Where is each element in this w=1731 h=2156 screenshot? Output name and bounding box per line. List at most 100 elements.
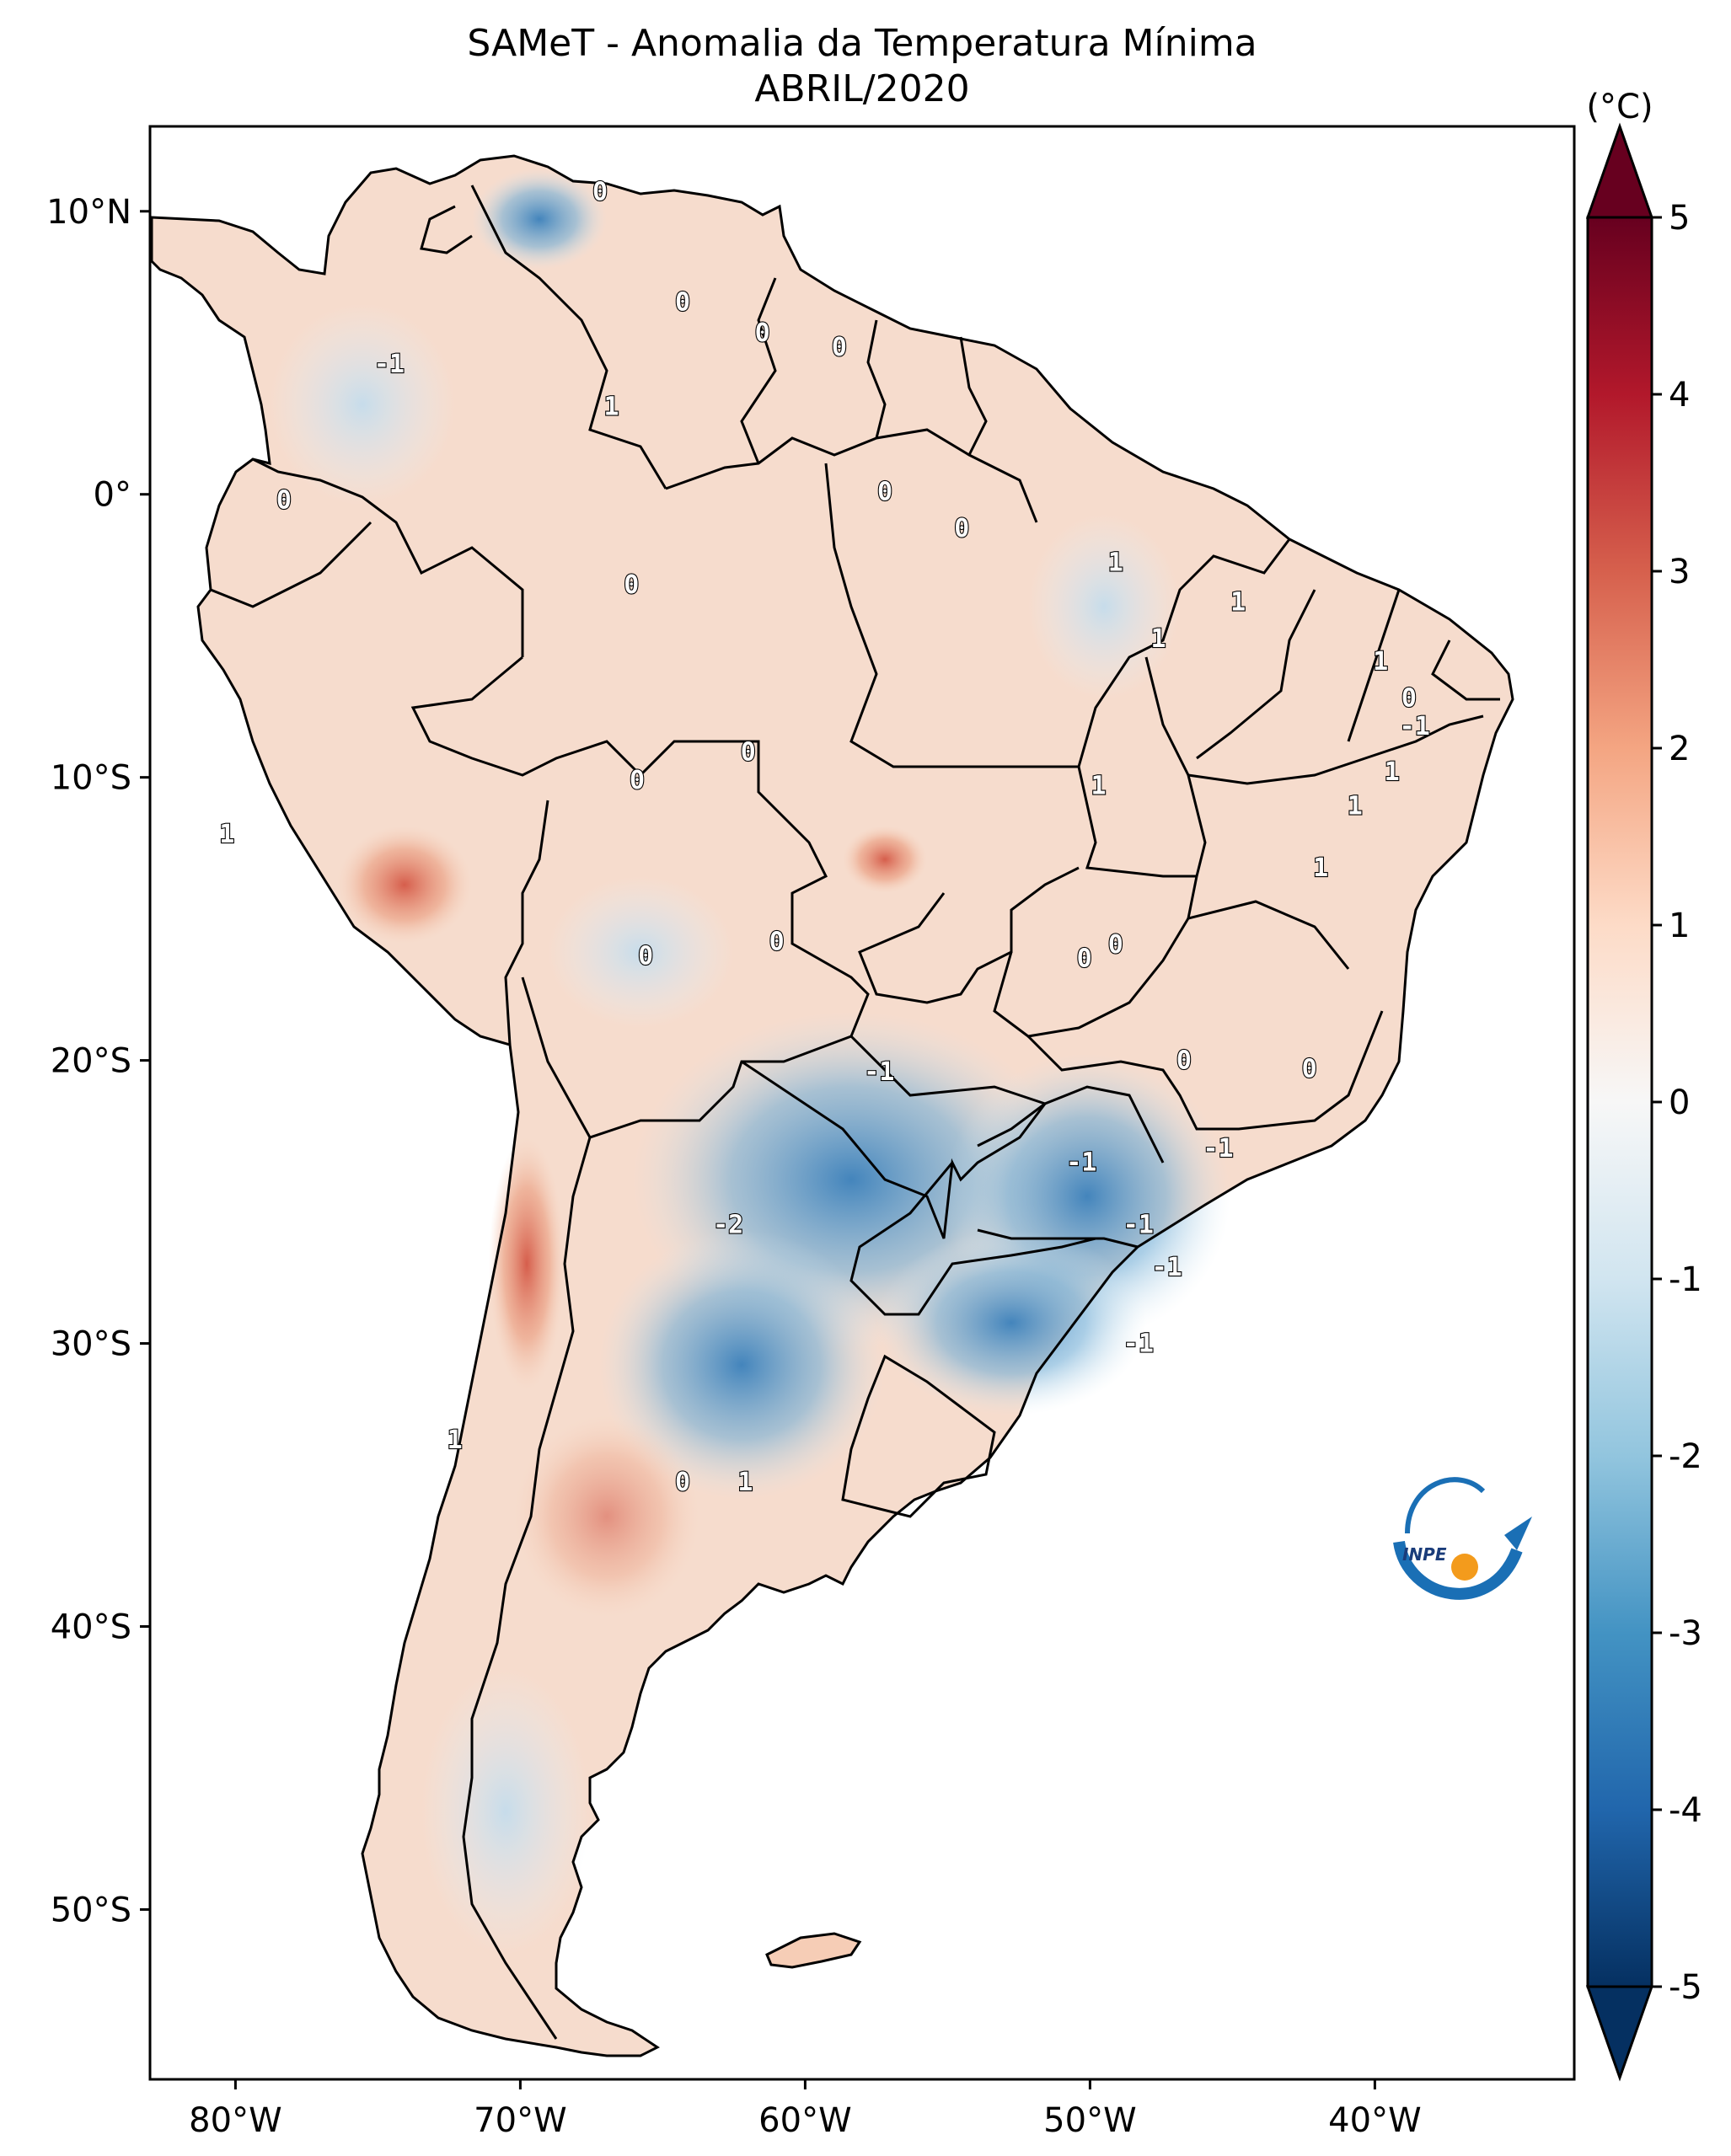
border-brazil-states-7 <box>1026 1010 1384 1131</box>
border-chile-argentina <box>462 1137 592 2040</box>
inpe-logo: INPE <box>1393 1477 1532 1600</box>
contour-label: 1 <box>1385 757 1400 787</box>
anomaly-cool-amazon-east <box>1028 514 1180 699</box>
border-suriname-guiana <box>959 336 988 456</box>
anomaly-cold-south <box>876 1230 1146 1415</box>
contour-label: 0 <box>630 766 645 795</box>
anomaly-warm-chile <box>489 1137 565 1390</box>
border-brazil-states-6 <box>993 900 1350 1038</box>
contour-label: -1 <box>1123 1329 1154 1359</box>
contour-label: -1 <box>864 1057 894 1087</box>
lat-tick-label: 20°S <box>51 1042 131 1081</box>
colorbar-tick-label: -1 <box>1669 1260 1702 1299</box>
colorbar-tick-label: 3 <box>1669 553 1690 591</box>
contour-label: -2 <box>713 1210 743 1239</box>
border-brazil-states-10 <box>1347 589 1401 742</box>
colorbar-tick-label: -5 <box>1669 1968 1702 2007</box>
contour-label: 0 <box>1108 930 1123 960</box>
contour-label: 0 <box>832 333 847 362</box>
contour-label: -1 <box>1123 1210 1154 1239</box>
border-brazil-states-8 <box>1187 714 1484 785</box>
colorbar-tick-label: -2 <box>1669 1437 1702 1476</box>
contour-label: 0 <box>769 928 785 957</box>
contour-label: -1 <box>1400 712 1430 741</box>
lat-tick-label: 50°S <box>51 1891 131 1929</box>
border-brazil-states-13 <box>977 1228 1139 1249</box>
border-brazil-states-2 <box>1077 538 1291 768</box>
border-venezuela-states <box>420 205 473 254</box>
contour-label: 1 <box>737 1468 753 1497</box>
contour-label: 0 <box>675 287 690 317</box>
lat-tick-label: 30°S <box>51 1325 131 1364</box>
contour-label: -1 <box>1066 1148 1096 1178</box>
anomaly-cool-colombia <box>270 303 455 506</box>
contour-label: 0 <box>675 1468 690 1497</box>
lat-tick-label: 10°N <box>46 193 131 232</box>
border-brazil-states-1 <box>824 463 1079 768</box>
border-paraguay <box>741 1035 1048 1239</box>
border-colombia-venezuela <box>470 185 667 490</box>
anomaly-warm-peru <box>337 826 472 944</box>
lat-tick-label: 40°S <box>51 1608 131 1646</box>
map-subtitle: ABRIL/2020 <box>754 67 970 110</box>
colorbar-tick-label: 4 <box>1669 376 1690 415</box>
falkland-islands <box>765 1932 862 1969</box>
contour-label: 0 <box>638 941 653 971</box>
contour-label: 0 <box>276 485 292 515</box>
border-guyana-suriname <box>866 319 887 439</box>
border-peru-bolivia <box>504 800 549 1046</box>
inpe-logo-text: INPE <box>1402 1544 1447 1565</box>
contour-label: 1 <box>447 1426 463 1455</box>
colorbar: 5 4 3 2 1 0 -1 -2 -3 -4 -5 (°C) <box>1585 88 1702 2082</box>
border-brazil-states-9 <box>1196 589 1316 760</box>
colorbar-tick-label: -3 <box>1669 1614 1702 1653</box>
contour-label: 1 <box>604 393 619 422</box>
contour-label: 1 <box>1150 624 1166 654</box>
contour-label: 0 <box>1302 1055 1317 1084</box>
border-bolivia-south <box>521 976 852 1139</box>
contour-label: 0 <box>592 177 608 206</box>
anomaly-warm-mato-grosso <box>843 826 927 893</box>
contour-label: 0 <box>954 514 969 543</box>
colorbar-ticks: 5 4 3 2 1 0 -1 -2 -3 -4 -5 <box>1652 199 1702 2007</box>
border-brazil-states-11 <box>1431 639 1500 701</box>
contour-label: -1 <box>1203 1134 1233 1164</box>
contour-label: 0 <box>741 737 756 767</box>
map-title: SAMeT - Anomalia da Temperatura Mínima <box>467 22 1257 65</box>
contour-label: 0 <box>1401 684 1417 714</box>
border-brazil-states-5 <box>858 866 1080 1004</box>
border-venezuela-guyana <box>740 277 777 464</box>
lon-tick-label: 50°W <box>1043 2101 1136 2140</box>
border-uruguay <box>841 1354 996 1518</box>
colorbar-tick-label: -4 <box>1669 1791 1702 1830</box>
border-brazil-states-3 <box>1144 656 1207 919</box>
colorbar-extend-min <box>1585 1985 1654 2082</box>
lat-tick-label: 0° <box>94 476 131 515</box>
contour-label: 0 <box>1176 1046 1192 1076</box>
latitude-axis: 10°N 0° 10°S 20°S 30°S 40°S 50°S <box>46 193 150 1929</box>
anomaly-warm-cuyo <box>514 1415 699 1618</box>
colorbar-body <box>1586 216 1653 1988</box>
lon-tick-label: 70°W <box>474 2101 566 2140</box>
contour-label: 1 <box>1091 772 1107 801</box>
contour-label: -1 <box>374 350 405 379</box>
lat-tick-label: 10°S <box>51 759 131 798</box>
border-ecuador-peru <box>210 521 372 608</box>
colorbar-unit: (°C) <box>1586 88 1653 126</box>
lon-tick-label: 40°W <box>1328 2101 1421 2140</box>
colorbar-extend-max <box>1585 122 1654 219</box>
lon-tick-label: 80°W <box>189 2101 281 2140</box>
coastline <box>150 154 1514 2057</box>
contour-label: 1 <box>1348 791 1363 821</box>
lon-tick-label: 60°W <box>758 2101 851 2140</box>
border-brazil-states-12 <box>977 1085 1165 1164</box>
border-colombia-peru <box>252 457 524 657</box>
border-bolivia-brazil <box>639 740 870 1037</box>
country-borders <box>150 154 1514 2057</box>
anomaly-cold-argentina <box>598 1230 885 1500</box>
contour-label: 1 <box>219 820 234 849</box>
colorbar-tick-label: 1 <box>1669 907 1690 945</box>
contour-label: 1 <box>1313 853 1328 883</box>
